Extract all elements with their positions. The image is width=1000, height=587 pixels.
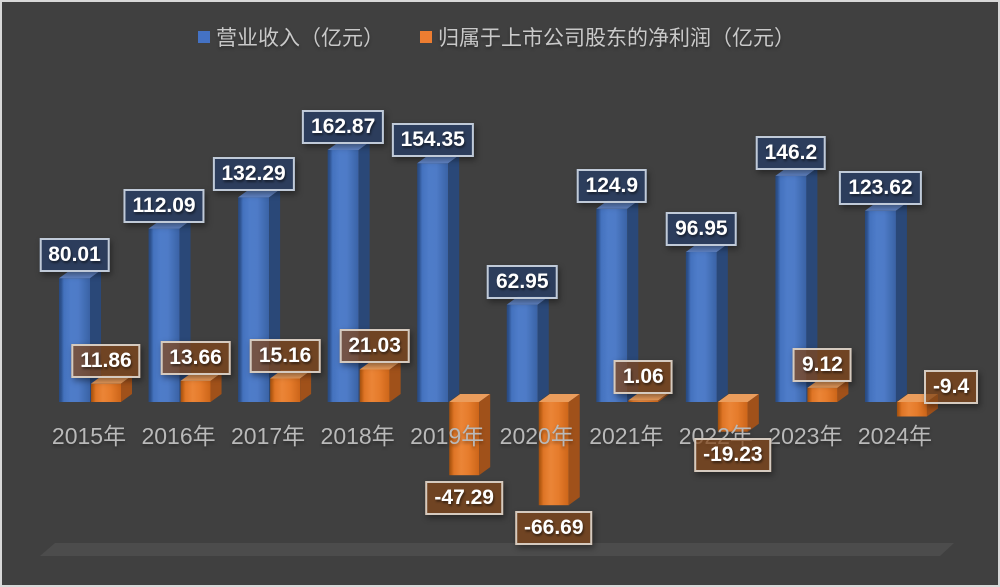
bar-net-profit-2019年 <box>449 394 491 476</box>
legend-label-net-profit: 归属于上市公司股东的净利润（亿元） <box>438 27 795 50</box>
value-label-net-profit-2019年: -47.29 <box>425 481 503 516</box>
bar-net-profit-2016年 <box>180 372 222 402</box>
legend-label-revenue: 营业收入（亿元） <box>216 27 384 50</box>
bar-revenue-2020年 <box>506 296 549 402</box>
chart-legend: 营业收入（亿元） 归属于上市公司股东的净利润（亿元） <box>198 22 795 52</box>
bar-net-profit-2018年 <box>359 361 401 402</box>
bar-net-profit-2020年 <box>538 394 580 506</box>
value-label-revenue-2018年: 162.87 <box>302 110 385 145</box>
value-label-net-profit-2022年: -19.23 <box>694 437 772 472</box>
bar-net-profit-2021年 <box>628 392 670 402</box>
value-label-net-profit-2024年: -9.4 <box>923 370 979 404</box>
category-label-2020年: 2020年 <box>499 423 574 449</box>
bar-net-profit-2017年 <box>270 370 312 402</box>
value-label-net-profit-2023年: 9.12 <box>792 347 852 382</box>
bar-net-profit-2022年 <box>717 394 759 432</box>
bar-revenue-2019年 <box>417 155 460 402</box>
legend-net-profit-swatch-icon <box>420 31 432 43</box>
value-label-revenue-2023年: 146.2 <box>755 135 827 170</box>
legend-revenue-swatch-icon <box>198 31 210 43</box>
value-label-net-profit-2020年: -66.69 <box>514 511 593 546</box>
category-label-2023年: 2023年 <box>768 423 843 449</box>
value-label-revenue-2020年: 62.95 <box>486 264 558 299</box>
value-label-revenue-2019年: 154.35 <box>391 123 474 158</box>
bar-net-profit-2023年 <box>807 379 849 402</box>
value-label-revenue-2017年: 132.29 <box>212 157 295 192</box>
value-label-net-profit-2021年: 1.06 <box>613 360 673 395</box>
chart-floor-strip <box>40 543 954 556</box>
category-label-2024年: 2024年 <box>857 423 933 449</box>
value-label-net-profit-2018年: 21.03 <box>339 329 410 364</box>
legend-item-revenue: 营业收入（亿元） <box>198 22 384 52</box>
bar-revenue-2022年 <box>685 244 728 402</box>
value-label-net-profit-2016年: 13.66 <box>160 340 231 375</box>
category-label-2017年: 2017年 <box>231 423 306 449</box>
value-label-revenue-2022年: 96.95 <box>666 212 737 247</box>
category-label-2015年: 2015年 <box>51 423 127 449</box>
value-label-net-profit-2017年: 15.16 <box>249 338 321 373</box>
bar-net-profit-2015年 <box>91 375 132 402</box>
category-label-2021年: 2021年 <box>589 423 664 449</box>
category-label-2019年: 2019年 <box>410 423 485 449</box>
value-label-net-profit-2015年: 11.86 <box>71 343 141 378</box>
value-label-revenue-2015年: 80.01 <box>39 238 110 273</box>
category-label-2016年: 2016年 <box>141 423 216 449</box>
bar-revenue-2015年 <box>59 270 101 402</box>
bar-revenue-2024年 <box>864 202 907 402</box>
category-label-2018年: 2018年 <box>320 423 395 449</box>
value-label-revenue-2016年: 112.09 <box>123 188 205 223</box>
value-label-revenue-2024年: 123.62 <box>839 170 922 205</box>
value-label-revenue-2021年: 124.9 <box>576 168 648 203</box>
legend-item-net-profit: 归属于上市公司股东的净利润（亿元） <box>420 22 795 52</box>
